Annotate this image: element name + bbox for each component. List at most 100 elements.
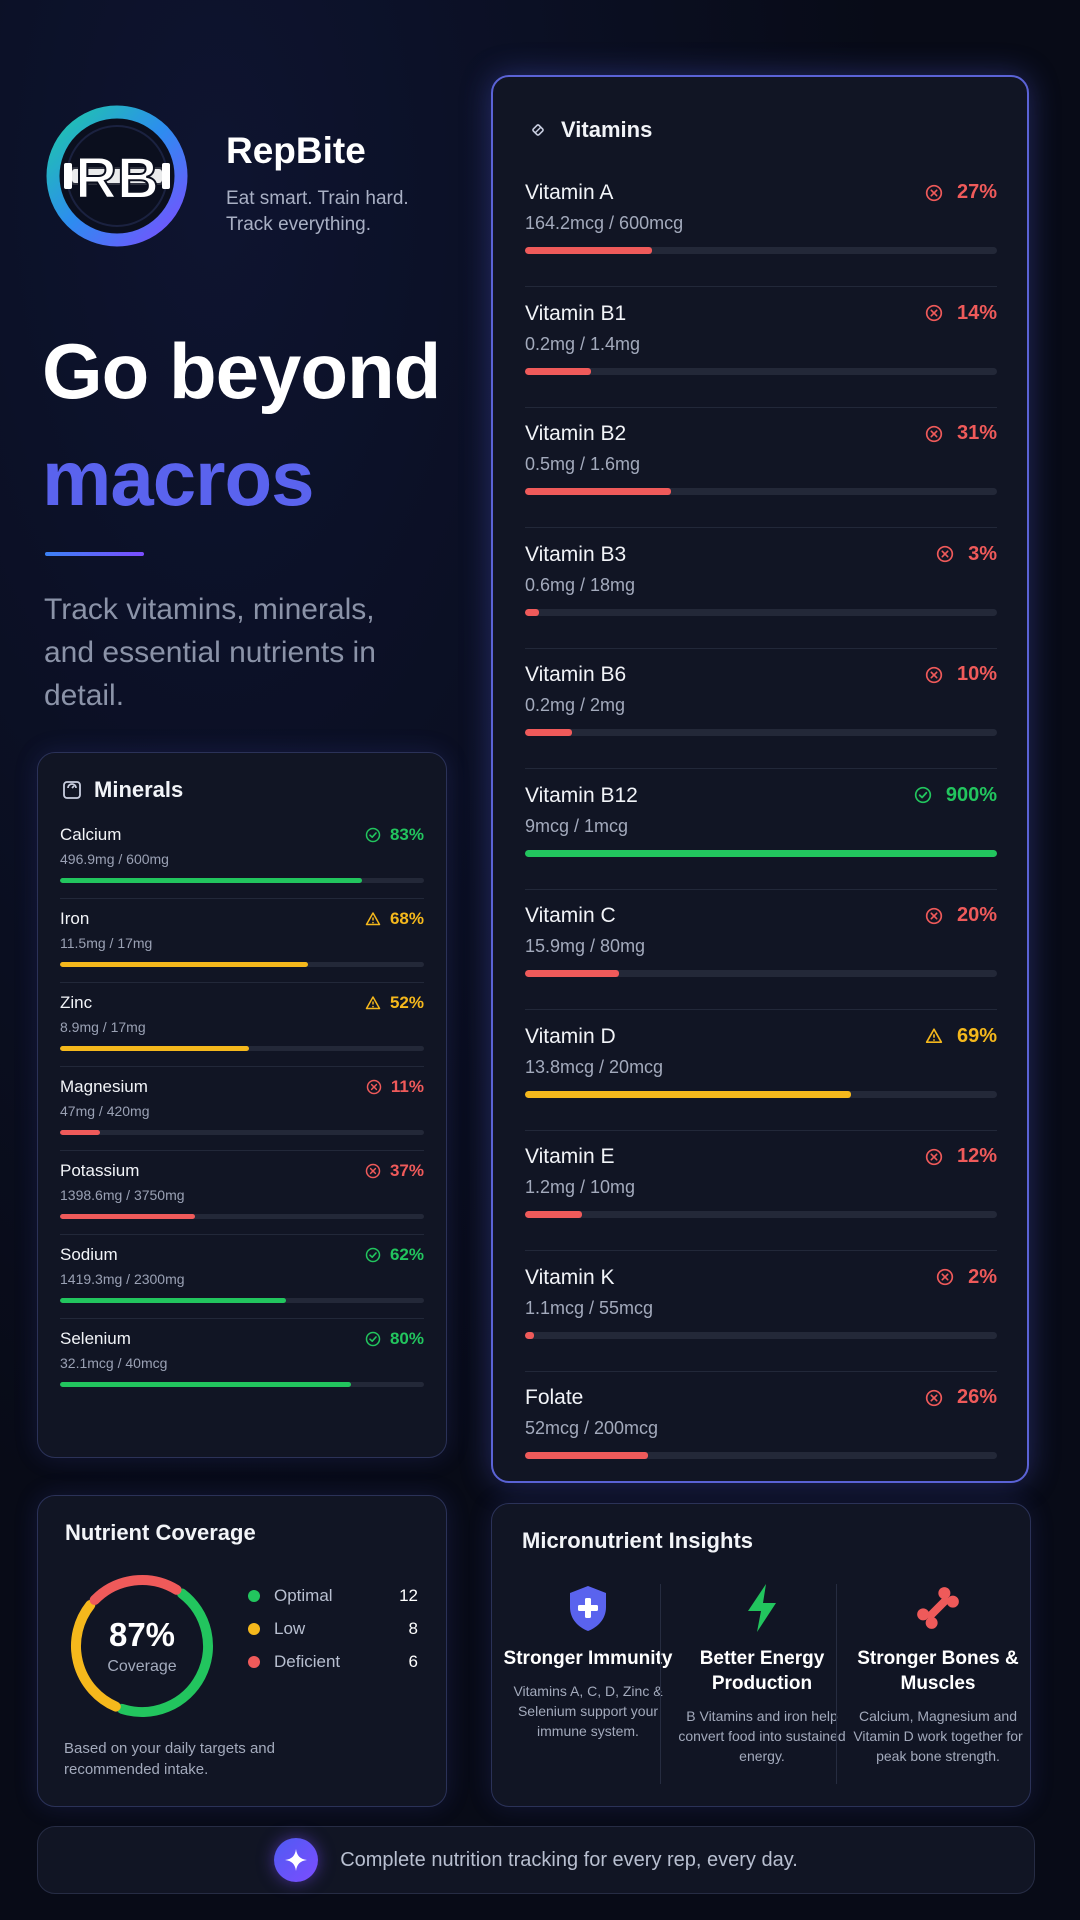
mineral-name: Calcium xyxy=(60,825,122,844)
vitamin-progress-fill xyxy=(525,608,540,616)
vitamin-amount: 1.1mcg / 55mcg xyxy=(525,1297,654,1318)
brand-tagline: Eat smart. Train hard. Track everything. xyxy=(226,188,409,235)
legend-label: Optimal xyxy=(274,1586,333,1605)
vitamin-percent: 900% xyxy=(914,784,997,807)
vitamin-amount: 15.9mg / 80mg xyxy=(525,936,646,956)
mineral-progress-track xyxy=(60,1382,424,1387)
mineral-percent: 62% xyxy=(365,1245,424,1265)
vitamin-row-vitamin-k: Vitamin K 1.1mcg / 55mcg 2% xyxy=(525,1252,997,1372)
vitamin-percent: 26% xyxy=(925,1386,997,1409)
vitamins-card: Vitamins Vitamin A 164.2mcg / 600mcg 27% Vi… xyxy=(491,75,1029,1483)
vitamin-progress-track xyxy=(525,608,997,616)
vitamin-percent-value: 20% xyxy=(956,904,997,926)
mineral-amount: 47mg / 420mg xyxy=(60,1103,150,1119)
mineral-percent: 37% xyxy=(365,1161,424,1181)
x-circle-icon xyxy=(936,1268,954,1286)
mineral-row-selenium: Selenium 32.1mcg / 40mcg 80% xyxy=(60,1321,424,1403)
mineral-percent: 52% xyxy=(365,993,424,1013)
vitamin-row-vitamin-b3: Vitamin B3 0.6mg / 18mg 3% xyxy=(525,529,997,649)
mineral-amount: 32.1mcg / 40mcg xyxy=(60,1355,168,1371)
insight-title: Better Energy Production xyxy=(699,1648,825,1694)
hero-title-line2: macros xyxy=(42,434,314,522)
vitamin-progress-fill xyxy=(525,488,672,495)
vitamin-amount: 9mcg / 1mcg xyxy=(525,815,629,836)
vitamin-progress-track xyxy=(525,849,997,857)
mineral-progress-track xyxy=(60,1298,424,1303)
vitamin-row-vitamin-a: Vitamin A 164.2mcg / 600mcg 27% xyxy=(525,167,997,287)
vitamin-progress-fill xyxy=(525,849,997,857)
x-circle-icon xyxy=(925,304,943,322)
vitamin-name: Vitamin B1 xyxy=(525,301,627,325)
vitamin-name: Vitamin B2 xyxy=(525,422,627,445)
mineral-name: Potassium xyxy=(60,1161,140,1180)
vitamin-row-vitamin-b6: Vitamin B6 0.2mg / 2mg 10% xyxy=(525,649,997,769)
vitamin-name: Vitamin A xyxy=(525,181,614,204)
x-circle-icon xyxy=(366,1079,382,1095)
minerals-card: Minerals Calcium 496.9mg / 600mg 83% Iron 11… xyxy=(37,752,447,1458)
vitamin-row-vitamin-b12: Vitamin B12 9mcg / 1mcg 900% xyxy=(525,770,997,890)
hero-title-line1: Go beyond xyxy=(42,327,441,415)
bone-icon xyxy=(917,1587,959,1629)
legend-low: Low 8 xyxy=(248,1619,418,1639)
vitamin-row-vitamin-b1: Vitamin B1 0.2mg / 1.4mg 14% xyxy=(525,288,997,408)
vitamin-percent-value: 27% xyxy=(956,181,997,203)
donut-segment-deficient xyxy=(89,1575,182,1606)
vitamin-percent-value: 14% xyxy=(956,301,997,324)
insight-energy: Better Energy Production B Vitamins and … xyxy=(676,1580,848,1766)
vitamin-percent: 27% xyxy=(925,181,997,204)
vitamins-header: Vitamins xyxy=(531,117,652,143)
shield-plus-icon xyxy=(570,1586,606,1631)
mineral-percent-value: 52% xyxy=(389,993,424,1012)
vitamin-progress-fill xyxy=(525,367,592,375)
vitamin-progress-fill xyxy=(525,1211,582,1218)
check-circle-icon xyxy=(914,786,931,804)
check-circle-icon xyxy=(365,827,381,843)
legend-deficient: Deficient 6 xyxy=(248,1652,418,1672)
legend-count: 8 xyxy=(408,1619,418,1638)
insight-divider xyxy=(836,1584,837,1784)
x-circle-icon xyxy=(925,1148,943,1165)
insight-description: B Vitamins and iron help convert food in… xyxy=(678,1708,846,1764)
insights-title: Micronutrient Insights xyxy=(522,1528,753,1553)
mineral-progress-fill xyxy=(60,962,308,967)
mineral-progress-fill xyxy=(60,878,363,883)
mineral-amount: 11.5mg / 17mg xyxy=(60,935,153,951)
hero-subtitle: Track vitamins, minerals, and essential … xyxy=(44,593,376,712)
warning-icon xyxy=(365,912,381,926)
insight-description: Vitamins A, C, D, Zinc & Selenium suppor… xyxy=(513,1683,663,1739)
vitamin-row-vitamin-b2: Vitamin B2 0.5mg / 1.6mg 31% xyxy=(525,408,997,528)
vitamin-name: Vitamin B6 xyxy=(525,663,627,686)
mineral-percent-value: 11% xyxy=(390,1077,424,1096)
legend-dot xyxy=(248,1656,260,1668)
vitamin-amount: 0.2mg / 2mg xyxy=(525,695,626,715)
scale-icon xyxy=(63,781,81,799)
legend-label: Low xyxy=(274,1619,306,1638)
legend-label: Deficient xyxy=(274,1652,341,1671)
vitamin-progress-track xyxy=(525,729,997,736)
vitamin-row-vitamin-d: Vitamin D 13.8mcg / 20mcg 69% xyxy=(525,1011,997,1131)
vitamin-percent: 3% xyxy=(936,543,997,566)
vitamin-name: Vitamin K xyxy=(525,1265,615,1289)
mineral-name: Sodium xyxy=(60,1245,118,1264)
brand-name: RepBite xyxy=(226,130,366,171)
warning-icon xyxy=(925,1028,943,1044)
legend-optimal: Optimal 12 xyxy=(248,1586,418,1606)
vitamin-progress-fill xyxy=(525,970,620,977)
insight-title: Stronger Immunity xyxy=(503,1648,673,1669)
x-circle-icon xyxy=(925,1389,943,1406)
lightning-icon xyxy=(748,1584,776,1632)
minerals-header: Minerals xyxy=(62,777,183,803)
mineral-name: Iron xyxy=(60,909,90,928)
mineral-amount: 1419.3mg / 2300mg xyxy=(60,1271,185,1287)
mineral-percent-value: 68% xyxy=(389,909,424,928)
vitamin-percent-value: 3% xyxy=(968,542,997,565)
vitamin-row-vitamin-e: Vitamin E 1.2mg / 10mg 12% xyxy=(525,1131,997,1251)
sparkle-icon xyxy=(274,1838,319,1882)
mineral-progress-fill xyxy=(60,1046,250,1051)
vitamin-amount: 0.5mg / 1.6mg xyxy=(525,454,641,474)
vitamin-progress-track xyxy=(525,1090,997,1098)
x-circle-icon xyxy=(365,1163,381,1179)
vitamin-percent: 69% xyxy=(925,1025,997,1048)
vitamin-percent: 31% xyxy=(925,422,997,445)
vitamin-name: Vitamin B3 xyxy=(525,542,627,566)
